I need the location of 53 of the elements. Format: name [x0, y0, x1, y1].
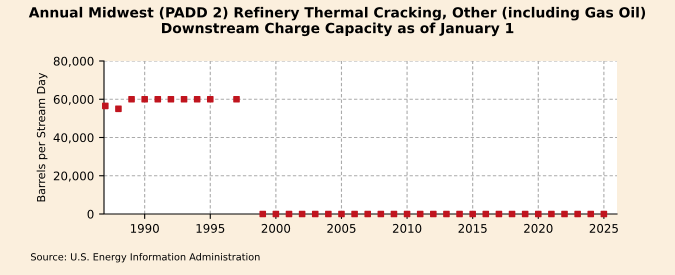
- point: [259, 210, 266, 218]
- point: [141, 96, 148, 103]
- point: [496, 210, 502, 218]
- x-tick-label: 1995: [196, 224, 224, 233]
- point: [206, 96, 214, 103]
- point: [390, 210, 398, 218]
- point: [456, 210, 463, 218]
- point: [115, 106, 122, 112]
- point: [534, 210, 542, 218]
- y-tick-label: 0: [88, 210, 94, 219]
- point: [128, 96, 135, 103]
- point: [180, 96, 188, 103]
- y-tick-label: 20,000: [54, 171, 94, 182]
- source-note: Source: U.S. Energy Information Administration: [31, 253, 260, 262]
- point: [522, 210, 528, 218]
- point: [378, 210, 384, 218]
- x-tick-label: 1990: [130, 224, 159, 233]
- point: [312, 210, 319, 218]
- x-tick-label: 2005: [327, 224, 356, 233]
- point: [102, 102, 109, 110]
- point: [561, 210, 568, 218]
- y-axis-title: Barrels per Stream Day: [36, 72, 48, 202]
- point: [272, 210, 280, 218]
- point: [443, 210, 450, 218]
- point: [548, 210, 555, 218]
- y-tick-label: 40,000: [54, 133, 94, 144]
- x-tick-label: 2025: [590, 224, 618, 233]
- point: [482, 210, 490, 218]
- point: [574, 210, 581, 218]
- point: [416, 210, 424, 218]
- point: [430, 210, 437, 218]
- y-tick-label: 80,000: [54, 56, 94, 67]
- point: [168, 96, 174, 103]
- point: [194, 96, 200, 103]
- point: [404, 210, 410, 218]
- point: [298, 210, 306, 218]
- x-tick-label: 2020: [524, 224, 553, 233]
- chart-title: Annual Midwest (PADD 2) Refinery Thermal Cracking, Other (including Gas Oil) Downstream Charge Capacity as of January 1: [28, 6, 646, 36]
- x-tick-label: 2015: [458, 224, 487, 233]
- y-tick-label: 60,000: [54, 94, 94, 106]
- point: [351, 210, 358, 218]
- point: [508, 210, 516, 218]
- point: [587, 210, 594, 218]
- point: [469, 210, 476, 218]
- x-tick-label: 2010: [392, 224, 422, 233]
- point: [325, 210, 332, 218]
- point: [338, 210, 345, 218]
- point: [600, 210, 608, 218]
- point: [286, 210, 292, 218]
- point: [154, 96, 162, 103]
- x-tick-label: 2000: [262, 224, 290, 233]
- point: [233, 96, 240, 103]
- point: [364, 210, 372, 218]
